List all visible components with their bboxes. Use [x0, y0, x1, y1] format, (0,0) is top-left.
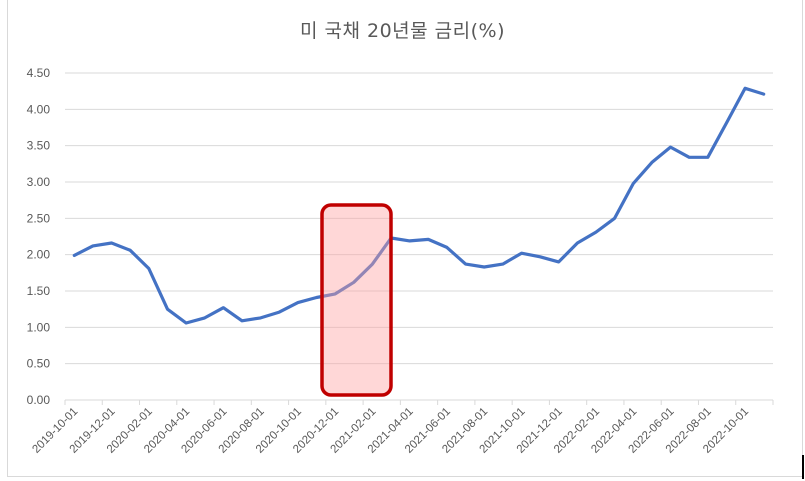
y-tick-label: 1.00 [27, 320, 51, 334]
y-tick-label: 0.50 [27, 357, 51, 371]
chart-area [7, 0, 803, 477]
y-tick-label: 3.50 [27, 139, 51, 153]
y-tick-label: 1.50 [27, 284, 51, 298]
y-tick-label: 2.00 [27, 248, 51, 262]
x-axis-labels: 2019-10-012019-12-012020-02-012020-04-01… [30, 406, 751, 456]
gridlines [65, 72, 773, 365]
edge-marker [802, 455, 804, 479]
series-line [72, 86, 766, 325]
chart-title: 미 국채 20년물 금리(%) [299, 20, 506, 42]
y-tick-label: 0.00 [27, 393, 51, 407]
y-tick-label: 2.50 [27, 211, 51, 225]
y-tick-label: 4.50 [27, 66, 51, 80]
y-axis-labels: 0.00 0.50 1.00 1.50 2.00 2.50 3.00 3.50 4.00 4.50 [27, 66, 51, 407]
highlight-box [320, 203, 393, 397]
y-tick-label: 4.00 [27, 102, 51, 116]
x-axis [64, 399, 774, 405]
y-tick-label: 3.00 [27, 175, 51, 189]
